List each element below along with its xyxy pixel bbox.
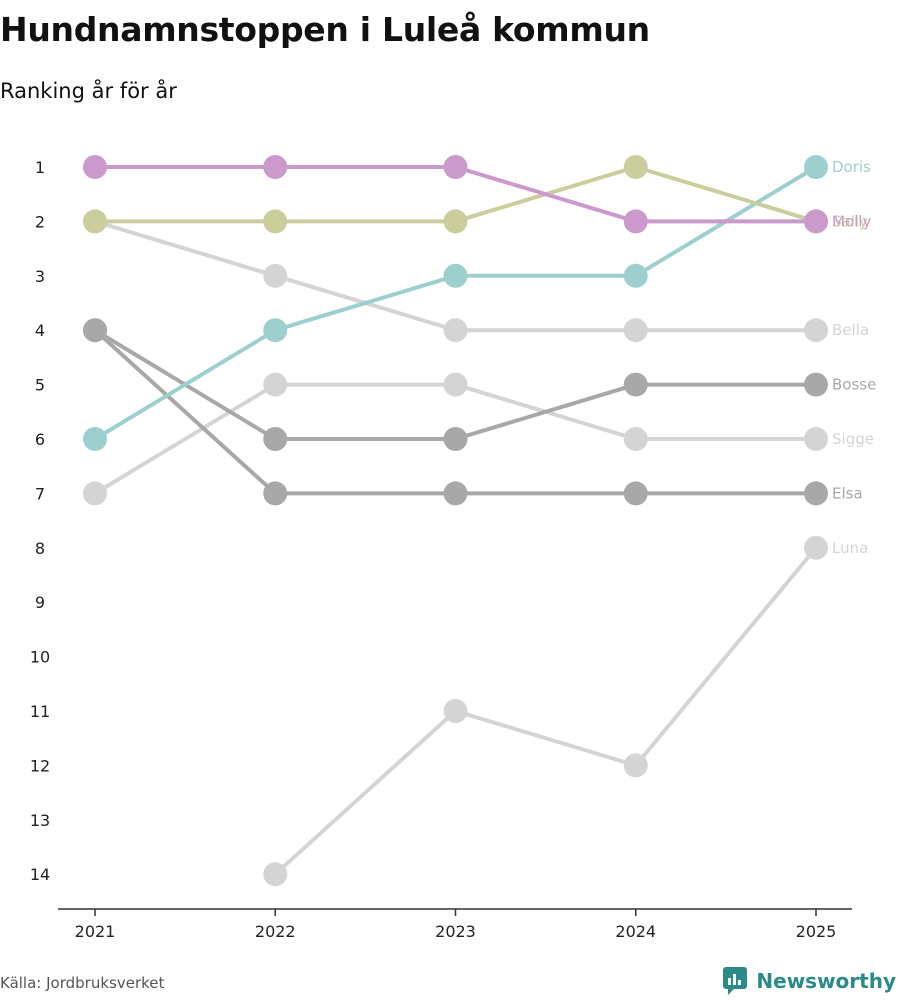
data-point-bella [623,318,648,343]
data-point-bosse [804,372,828,397]
x-tick-label: 2021 [75,922,116,941]
x-tick-label: 2023 [435,922,476,941]
data-point-molly [263,155,288,179]
series-line-luna [273,545,818,877]
y-tick-label: 2 [35,212,45,231]
data-point-sigge [443,372,468,397]
data-point-bella [804,318,828,343]
data-point-molly [804,209,828,234]
x-tick-label: 2025 [796,922,837,941]
data-point-luna [623,753,648,778]
data-point-elsa [804,481,828,506]
y-tick-label: 6 [35,430,45,449]
y-tick-label: 11 [30,702,50,721]
x-tick-label: 2022 [255,922,296,941]
data-point-elsa [263,481,288,506]
data-point-luna [443,699,468,723]
data-point-sally [263,209,288,234]
x-tick-label: 2024 [615,922,656,941]
series-label-bosse: Bosse [832,376,876,394]
series-label-luna: Luna [832,539,868,557]
data-point-elsa [443,481,468,506]
data-point-doris [83,427,107,451]
brand-name: Newsworthy [756,969,896,993]
data-point-sally [443,209,468,234]
y-tick-label: 8 [35,539,45,558]
source-note: Källa: Jordbruksverket [0,974,165,992]
series-points [83,155,828,887]
data-point-bosse [623,372,648,397]
series-label-sally: Sally [832,212,868,230]
data-point-bosse [263,427,288,451]
data-point-sally [623,155,648,179]
data-point-sigge [83,481,107,506]
data-point-sigge [623,427,648,451]
series-line-elsa [93,328,818,496]
brand-logo: Newsworthy [722,966,896,996]
series-label-molly: Molly [832,212,871,230]
y-tick-label: 5 [35,376,45,395]
y-tick-label: 3 [35,267,45,286]
series-label-sigge: Sigge [832,430,874,448]
data-point-bella [443,318,468,343]
data-point-sally [83,209,107,234]
data-point-molly [623,209,648,234]
series-label-bella: Bella [832,321,869,339]
data-point-bella [263,263,288,288]
data-point-sigge [263,372,288,397]
data-point-molly [83,155,107,179]
y-tick-label: 10 [30,648,50,667]
y-tick-label: 13 [30,811,50,830]
chart-title: Hundnamnstoppen i Luleå kommun [0,10,650,49]
data-point-doris [443,263,468,288]
chart-subtitle: Ranking år för år [0,79,177,103]
y-tick-label: 7 [35,484,45,503]
series-label-doris: Doris [832,158,871,176]
y-tick-label: 14 [30,865,50,884]
data-point-bosse [443,427,468,451]
data-point-doris [623,263,648,288]
data-point-molly [443,155,468,179]
data-point-luna [804,535,828,560]
y-tick-label: 4 [35,321,45,340]
data-point-sigge [804,427,828,451]
data-point-bosse [83,318,107,343]
x-axis: 2021 2022 2023 2024 2025 [75,909,837,941]
data-point-elsa [623,481,648,506]
data-point-luna [263,862,288,887]
data-point-doris [804,155,828,179]
newsworthy-logo-icon [723,967,748,995]
y-tick-label: 9 [35,593,45,612]
data-point-doris [263,318,288,343]
series-label-elsa: Elsa [832,484,863,502]
series-line-doris [93,165,818,441]
y-tick-label: 1 [35,158,45,177]
y-tick-label: 12 [30,756,50,775]
